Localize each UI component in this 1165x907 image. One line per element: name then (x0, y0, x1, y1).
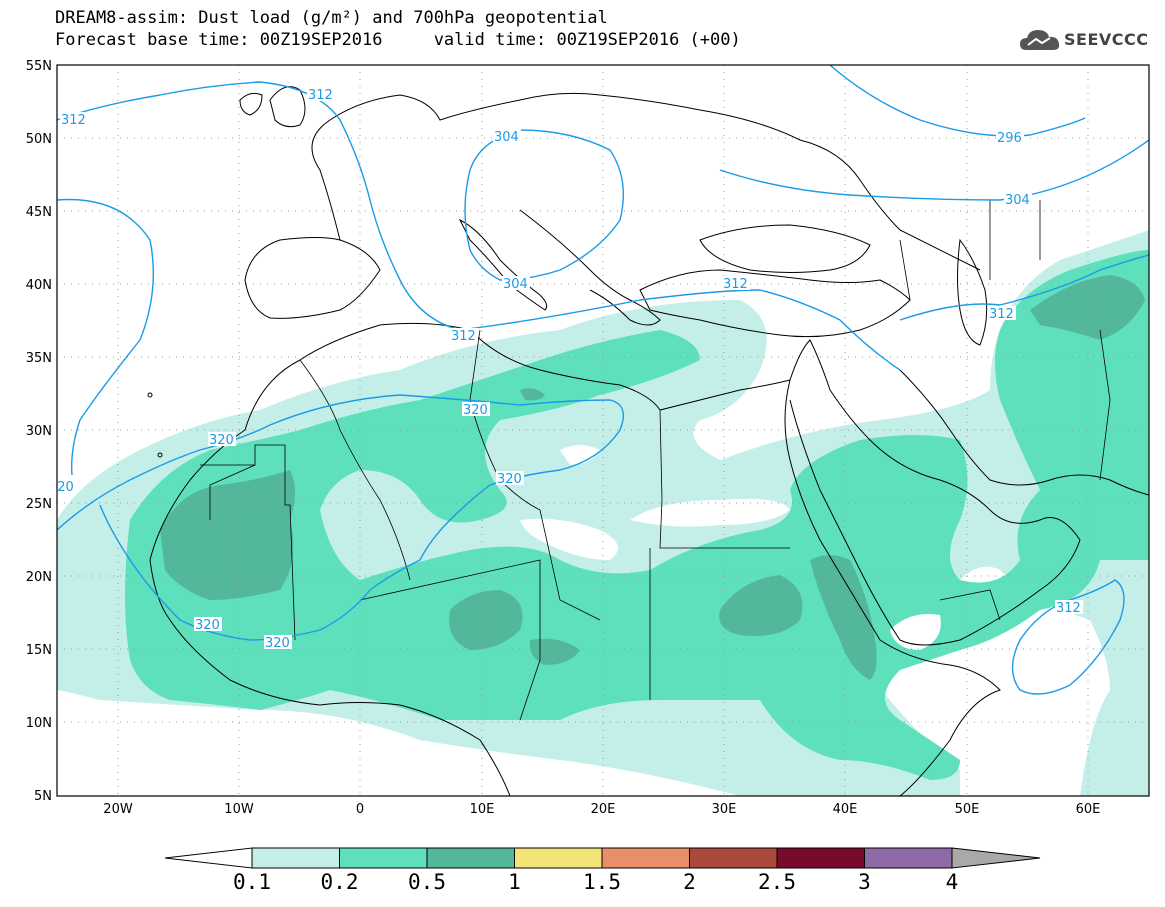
lat-tick: 55N (26, 59, 52, 74)
colorbar (164, 847, 1041, 869)
plot-area: 312 312 304 296 304 304 312 312 312 320 … (49, 65, 1149, 796)
colorbar-level-label: 2.5 (758, 870, 796, 894)
colorbar-segment (689, 847, 778, 869)
lat-tick: 25N (26, 497, 52, 512)
forecast-times: Forecast base time: 00Z19SEP2016 valid t… (55, 30, 741, 50)
lat-tick: 40N (26, 278, 52, 293)
lon-tick: 20W (103, 802, 133, 817)
lon-tick: 50E (955, 802, 980, 817)
colorbar-level-label: 4 (945, 870, 959, 894)
colorbar-over-triangle (951, 847, 1041, 869)
colorbar-level-label: 1 (508, 870, 521, 894)
colorbar-under-triangle (164, 847, 253, 869)
lon-tick: 30E (712, 802, 737, 817)
svg-text:312: 312 (989, 307, 1014, 322)
lat-tick: 10N (26, 716, 52, 731)
colorbar-segment (514, 847, 603, 869)
colorbar-segment (776, 847, 865, 869)
svg-text:320: 320 (195, 618, 220, 633)
colorbar-segment (339, 847, 428, 869)
colorbar-level-label: 2 (683, 870, 696, 894)
svg-text:312: 312 (308, 88, 333, 103)
lon-gridlines (117, 65, 1089, 796)
colorbar-level-label: 3 (858, 870, 871, 894)
seevccc-logo: SEEVCCC (1018, 26, 1158, 56)
lon-tick: 20E (591, 802, 616, 817)
svg-text:312: 312 (723, 277, 748, 292)
lon-tick: 10E (470, 802, 495, 817)
lon-tick: 40E (833, 802, 858, 817)
svg-text:304: 304 (1005, 193, 1030, 208)
dust-dark (160, 275, 1145, 680)
colorbar-level-label: 0.2 (320, 870, 359, 894)
svg-text:320: 320 (209, 433, 234, 448)
lon-tick: 10W (224, 802, 254, 817)
svg-text:304: 304 (503, 277, 528, 292)
colorbar-segment (864, 847, 953, 869)
lat-tick: 5N (34, 789, 52, 804)
lon-tick: 0 (356, 802, 364, 817)
lat-tick: 15N (26, 643, 52, 658)
logo-text: SEEVCCC (1064, 30, 1149, 49)
geopotential-contours (57, 65, 1149, 695)
svg-text:312: 312 (451, 329, 476, 344)
lon-tick-labels: 20W 10W 0 10E 20E 30E 40E 50E 60E (103, 802, 1100, 817)
cloud-icon (1020, 30, 1060, 50)
svg-text:312: 312 (61, 113, 86, 128)
colorbar-segment (426, 847, 515, 869)
lat-tick: 50N (26, 132, 52, 147)
colorbar-level-label: 0.1 (233, 870, 271, 894)
map-title: DREAM8-assim: Dust load (g/m²) and 700hP… (55, 8, 608, 28)
svg-text:320: 320 (49, 480, 74, 495)
lat-tick: 35N (26, 351, 52, 366)
svg-text:304: 304 (494, 130, 519, 145)
svg-text:320: 320 (265, 636, 290, 651)
colorbar-segment (251, 847, 340, 869)
plot-frame (56, 64, 1150, 797)
colorbar-level-label: 1.5 (583, 870, 621, 894)
svg-text:296: 296 (997, 131, 1022, 146)
svg-text:312: 312 (1056, 601, 1081, 616)
contour-labels: 312 312 304 296 304 304 312 312 312 320 … (49, 87, 1083, 651)
colorbar-level-label: 0.5 (408, 870, 446, 894)
svg-text:320: 320 (463, 403, 488, 418)
lat-tick-labels: 55N 50N 45N 40N 35N 30N 25N 20N 15N 10N … (26, 59, 52, 804)
lat-tick: 30N (26, 424, 52, 439)
lon-tick: 60E (1076, 802, 1101, 817)
svg-text:320: 320 (497, 472, 522, 487)
lat-tick: 20N (26, 570, 52, 585)
colorbar-labels: 0.1 0.2 0.5 1 1.5 2 2.5 3 4 (0, 870, 1165, 900)
coastlines (147, 86, 1149, 796)
colorbar-segment (601, 847, 690, 869)
lat-tick: 45N (26, 205, 52, 220)
borders (200, 200, 1111, 721)
